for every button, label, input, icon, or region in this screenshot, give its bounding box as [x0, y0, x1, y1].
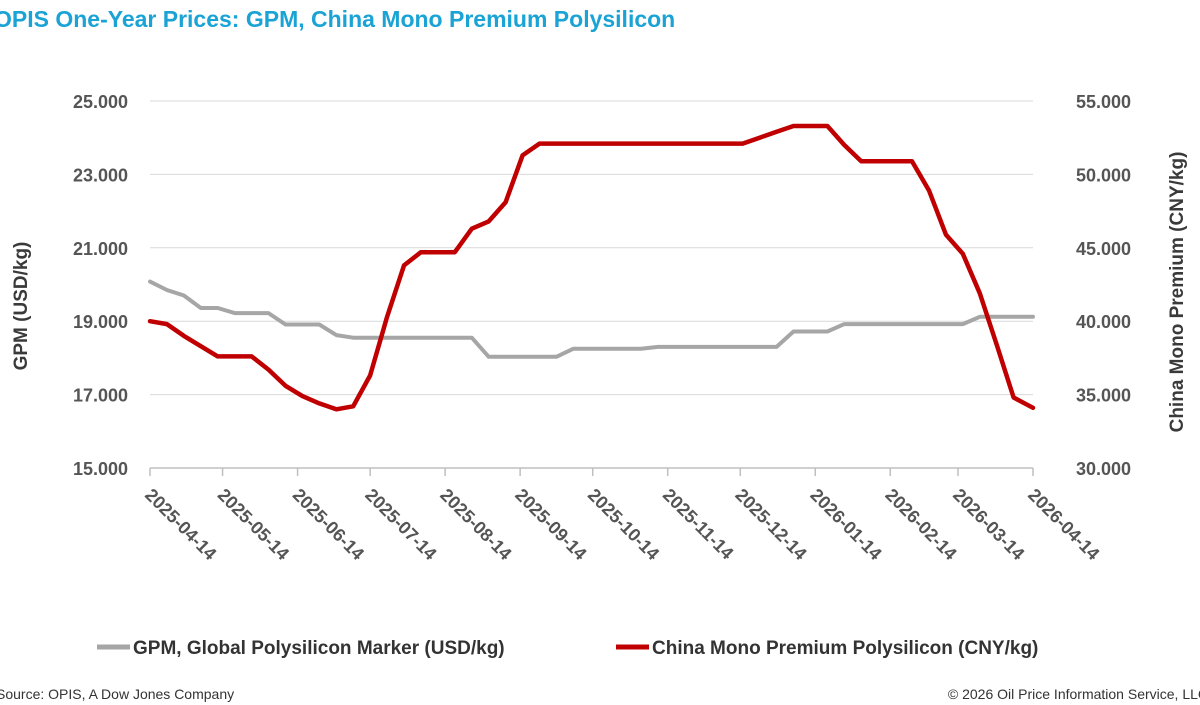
left-y-tick-label: 15.000: [73, 459, 128, 479]
china-mono-series-line: [147, 123, 1036, 412]
x-tick-label: 2025-10-14: [584, 485, 663, 564]
x-tick-label: 2025-04-14: [141, 485, 220, 564]
right-y-tick-label: 35.000: [1076, 386, 1131, 406]
x-tick-label: 2026-04-14: [1024, 485, 1103, 564]
x-tick-label: 2025-05-14: [214, 485, 293, 564]
right-y-tick-label: 55.000: [1076, 92, 1131, 112]
x-tick-label: 2026-03-14: [949, 485, 1028, 564]
legend: GPM, Global Polysilicon Marker (USD/kg) C…: [97, 638, 1038, 659]
right-axis-title: China Mono Premium (CNY/kg): [1167, 152, 1188, 433]
x-tick-label: 2025-06-14: [289, 485, 368, 564]
gpm-series-line: [148, 279, 1035, 359]
right-y-tick-label: 50.000: [1076, 165, 1131, 185]
legend-label: China Mono Premium Polysilicon (CNY/kg): [652, 638, 1038, 659]
left-y-tick-label: 21.000: [73, 239, 128, 259]
x-tick-label: 2026-01-14: [806, 485, 885, 564]
x-tick-label: 2025-09-14: [511, 485, 590, 564]
legend-label: GPM, Global Polysilicon Marker (USD/kg): [133, 638, 505, 659]
x-tick-label: 2025-12-14: [731, 485, 810, 564]
right-y-tick-label: 40.000: [1076, 312, 1131, 332]
x-tick-label: 2025-11-14: [659, 485, 738, 564]
copyright-note: © 2026 Oil Price Information Service, LL…: [947, 686, 1200, 702]
right-y-axis: 30.000 35.000 40.000 45.000 50.000 55.000: [1076, 92, 1131, 479]
source-note: Source: OPIS, A Dow Jones Company: [0, 686, 235, 702]
left-y-tick-label: 25.000: [73, 92, 128, 112]
x-axis: 2025-04-142025-05-142025-06-142025-07-14…: [141, 467, 1103, 564]
left-y-tick-label: 17.000: [73, 386, 128, 406]
x-tick-label: 2026-02-14: [881, 485, 960, 564]
left-axis-title: GPM (USD/kg): [11, 242, 32, 371]
left-y-tick-label: 19.000: [73, 312, 128, 332]
x-tick-label: 2025-07-14: [361, 485, 440, 564]
right-y-tick-label: 30.000: [1076, 459, 1131, 479]
chart-title: OPIS One-Year Prices: GPM, China Mono Pr…: [0, 6, 676, 32]
series-lines: [147, 123, 1036, 412]
right-y-tick-label: 45.000: [1076, 239, 1131, 259]
left-y-axis: 15.000 17.000 19.000 21.000 23.000 25.000: [73, 92, 128, 479]
left-y-tick-label: 23.000: [73, 165, 128, 185]
x-tick-label: 2025-08-14: [436, 485, 515, 564]
